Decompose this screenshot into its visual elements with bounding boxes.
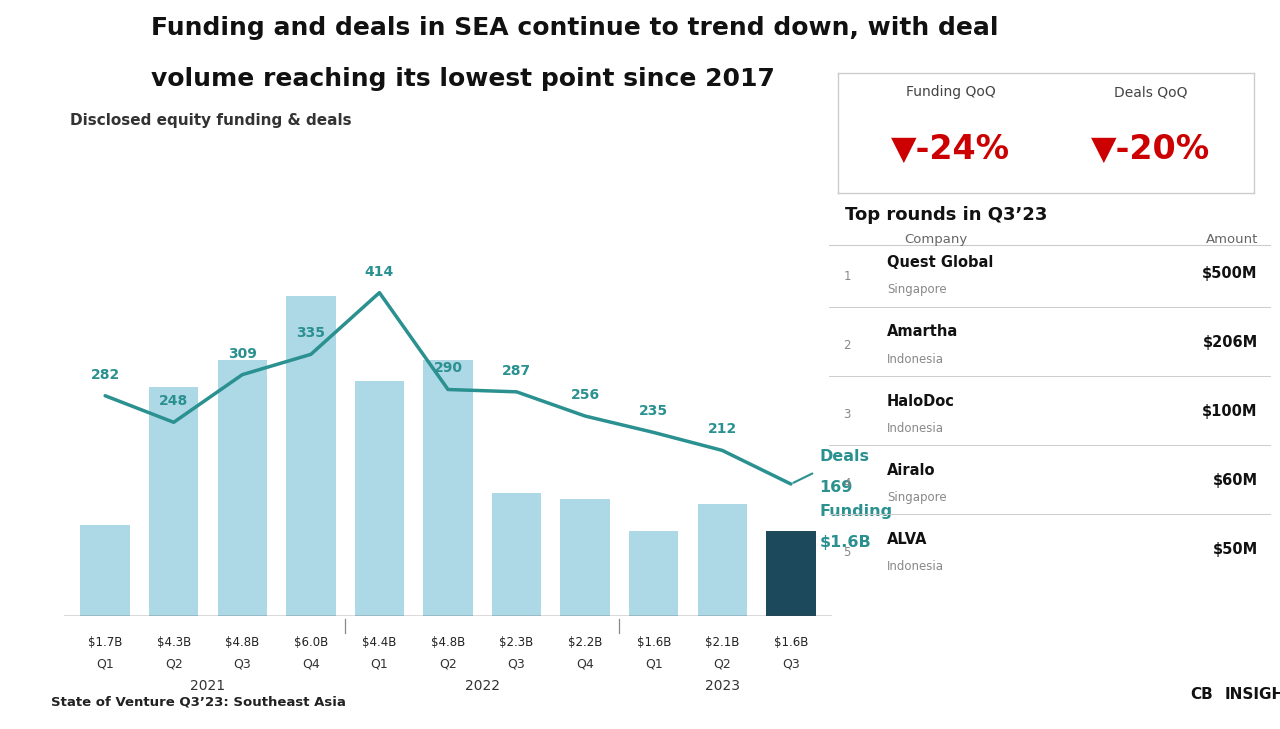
Bar	[355, 381, 404, 616]
Text: Deals: Deals	[819, 450, 869, 464]
Text: 3: 3	[844, 408, 851, 421]
Text: Indonesia: Indonesia	[887, 560, 943, 573]
Text: 256: 256	[571, 388, 600, 402]
Text: Singapore: Singapore	[887, 491, 946, 504]
Text: Funding QoQ: Funding QoQ	[906, 85, 996, 99]
Text: 248: 248	[159, 394, 188, 408]
Text: INSIGHTS: INSIGHTS	[1225, 687, 1280, 702]
Text: Q3: Q3	[782, 658, 800, 671]
Bar	[561, 499, 609, 616]
Bar	[1138, 678, 1176, 712]
Text: Company: Company	[905, 233, 968, 246]
Text: Q1: Q1	[370, 658, 388, 671]
Text: Amount: Amount	[1206, 233, 1258, 246]
Text: $500M: $500M	[1202, 265, 1258, 281]
Bar	[148, 386, 198, 616]
Bar	[218, 360, 268, 616]
Text: 2023: 2023	[705, 679, 740, 693]
Text: $100M: $100M	[1202, 404, 1258, 419]
Bar	[492, 494, 541, 616]
Text: $4.8B: $4.8B	[431, 636, 465, 650]
Text: CB: CB	[1190, 687, 1213, 702]
Text: $1.7B: $1.7B	[88, 636, 123, 650]
Text: 414: 414	[365, 265, 394, 278]
Text: ALVA: ALVA	[887, 532, 927, 547]
Text: $2.3B: $2.3B	[499, 636, 534, 650]
Text: 169: 169	[819, 480, 852, 495]
Text: volume reaching its lowest point since 2017: volume reaching its lowest point since 2…	[151, 67, 774, 91]
Text: $4.3B: $4.3B	[156, 636, 191, 650]
Text: Airalo: Airalo	[887, 463, 936, 478]
Text: 2: 2	[844, 339, 851, 352]
Text: Indonesia: Indonesia	[887, 353, 943, 365]
Text: 1: 1	[844, 270, 851, 283]
Bar	[81, 526, 129, 616]
Bar	[50, 26, 119, 95]
Text: 290: 290	[434, 362, 462, 375]
Text: Q1: Q1	[645, 658, 663, 671]
Bar	[628, 531, 678, 616]
Bar	[287, 296, 335, 616]
Text: Amartha: Amartha	[887, 324, 959, 340]
Text: 5: 5	[844, 547, 851, 559]
Text: Q2: Q2	[713, 658, 731, 671]
Text: $60M: $60M	[1212, 473, 1258, 488]
Text: $2.1B: $2.1B	[705, 636, 740, 650]
Text: 282: 282	[91, 367, 120, 382]
Text: 2021: 2021	[191, 679, 225, 693]
Text: $206M: $206M	[1202, 335, 1258, 350]
Text: Singapore: Singapore	[887, 284, 946, 296]
Bar	[767, 531, 815, 616]
Text: Q4: Q4	[302, 658, 320, 671]
Text: Q3: Q3	[233, 658, 251, 671]
Bar	[698, 504, 748, 616]
Text: 4: 4	[844, 477, 851, 491]
Text: Funding and deals in SEA continue to trend down, with deal: Funding and deals in SEA continue to tre…	[151, 16, 998, 40]
Text: Q2: Q2	[165, 658, 183, 671]
Text: Q3: Q3	[508, 658, 526, 671]
Text: $4.4B: $4.4B	[362, 636, 397, 650]
Text: 335: 335	[297, 327, 325, 340]
Text: State of Venture Q3’23: Southeast Asia: State of Venture Q3’23: Southeast Asia	[51, 695, 346, 709]
Text: 235: 235	[639, 405, 668, 418]
Text: Indonesia: Indonesia	[887, 421, 943, 434]
Text: Q4: Q4	[576, 658, 594, 671]
Text: Funding: Funding	[819, 504, 892, 519]
Text: $4.8B: $4.8B	[225, 636, 260, 650]
Text: Deals QoQ: Deals QoQ	[1114, 85, 1187, 99]
Text: ▼-20%: ▼-20%	[1091, 133, 1210, 166]
Text: $2.2B: $2.2B	[568, 636, 603, 650]
Bar	[424, 360, 472, 616]
Text: 287: 287	[502, 364, 531, 378]
Text: $1.6B: $1.6B	[819, 535, 872, 550]
Text: $1.6B: $1.6B	[773, 636, 808, 650]
Text: Top rounds in Q3’23: Top rounds in Q3’23	[845, 206, 1047, 224]
Text: $50M: $50M	[1212, 542, 1258, 558]
Text: $6.0B: $6.0B	[293, 636, 328, 650]
Text: ▼-24%: ▼-24%	[891, 133, 1010, 166]
Text: HaloDoc: HaloDoc	[887, 394, 955, 409]
Text: Quest Global: Quest Global	[887, 255, 993, 270]
Text: $1.6B: $1.6B	[636, 636, 671, 650]
Text: Q1: Q1	[96, 658, 114, 671]
Text: 212: 212	[708, 422, 737, 437]
Text: Disclosed equity funding & deals: Disclosed equity funding & deals	[70, 113, 352, 128]
Text: 2022: 2022	[465, 679, 499, 693]
Text: 309: 309	[228, 346, 257, 361]
Text: Q2: Q2	[439, 658, 457, 671]
